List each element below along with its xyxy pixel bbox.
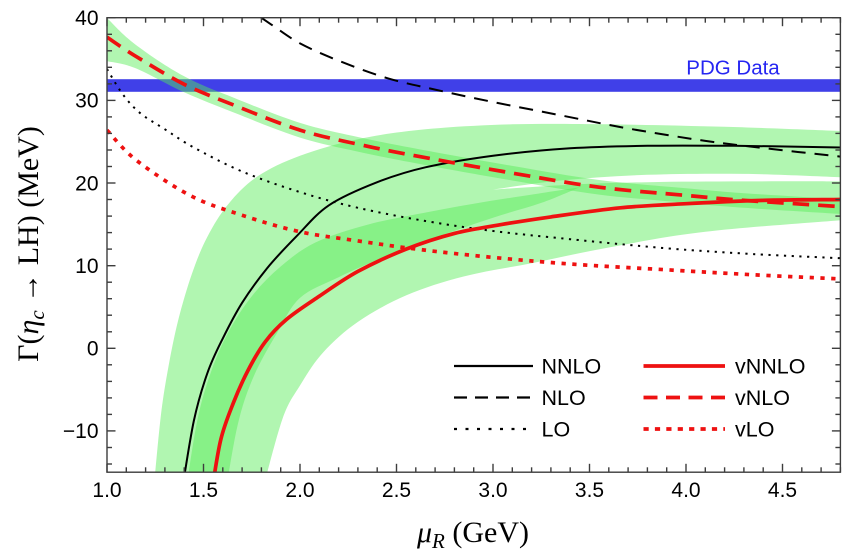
svg-text:30: 30 xyxy=(75,90,98,113)
svg-text:4.0: 4.0 xyxy=(671,479,700,502)
svg-text:vNNLO: vNNLO xyxy=(735,355,805,379)
svg-text:3.5: 3.5 xyxy=(575,479,604,502)
svg-text:2.5: 2.5 xyxy=(382,479,411,502)
svg-text:40: 40 xyxy=(75,7,98,30)
svg-text:PDG Data: PDG Data xyxy=(686,57,780,80)
svg-text:2.0: 2.0 xyxy=(285,479,314,502)
svg-text:20: 20 xyxy=(75,172,98,195)
svg-text:LO: LO xyxy=(542,418,571,442)
svg-text:4.5: 4.5 xyxy=(768,479,797,502)
svg-text:−10: −10 xyxy=(63,420,99,443)
svg-text:NNLO: NNLO xyxy=(542,355,602,379)
svg-text:vNLO: vNLO xyxy=(735,386,790,410)
svg-text:0: 0 xyxy=(87,338,99,361)
svg-text:Γ(ηc → LH) (MeV): Γ(ηc → LH) (MeV) xyxy=(12,126,49,362)
svg-text:μR (GeV): μR (GeV) xyxy=(416,516,529,552)
svg-text:1.5: 1.5 xyxy=(189,479,218,502)
svg-text:NLO: NLO xyxy=(542,386,586,410)
svg-text:vLO: vLO xyxy=(735,418,774,442)
svg-text:1.0: 1.0 xyxy=(92,479,121,502)
svg-text:3.0: 3.0 xyxy=(478,479,507,502)
svg-text:10: 10 xyxy=(75,255,98,278)
